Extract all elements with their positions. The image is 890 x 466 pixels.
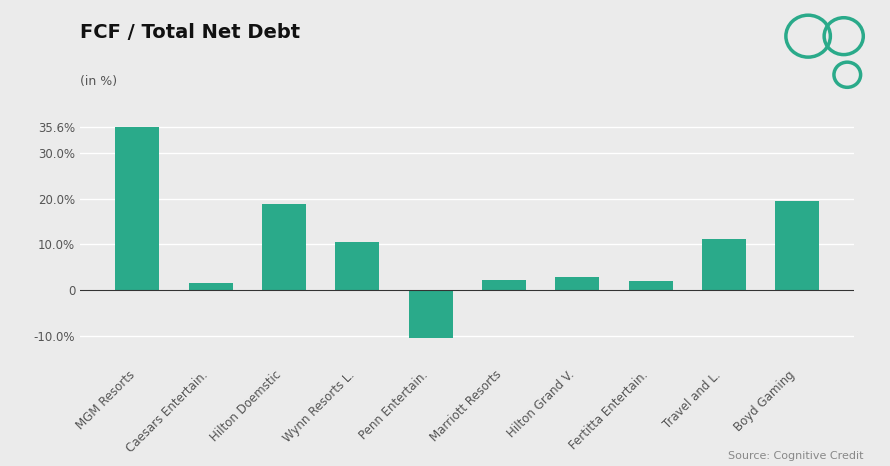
- Bar: [555, 276, 599, 290]
- Bar: [628, 281, 673, 290]
- Text: FCF / Total Net Debt: FCF / Total Net Debt: [80, 23, 300, 42]
- Bar: [409, 290, 453, 338]
- Text: (in %): (in %): [80, 75, 117, 88]
- Bar: [189, 283, 232, 290]
- Bar: [481, 280, 526, 290]
- Text: Source: Cognitive Credit: Source: Cognitive Credit: [728, 452, 863, 461]
- Bar: [336, 242, 379, 290]
- Bar: [262, 204, 306, 290]
- Bar: [116, 127, 159, 290]
- Bar: [702, 239, 746, 290]
- Bar: [775, 201, 819, 290]
